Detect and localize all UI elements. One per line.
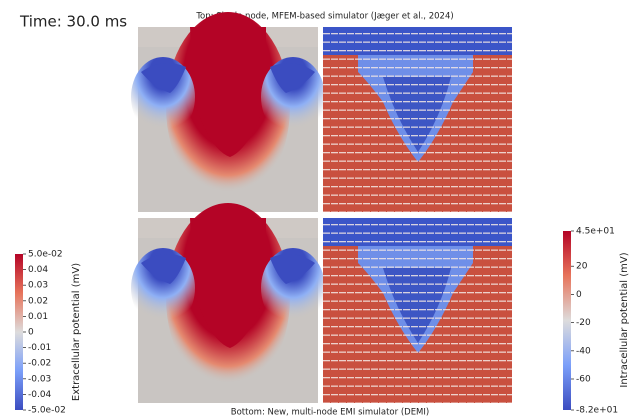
tick-label: 0: [576, 290, 582, 300]
tick-label: -0.02: [28, 359, 51, 369]
time-label: Time: 30.0 ms: [19, 13, 127, 31]
tick-label: -5.0e-02: [28, 406, 66, 416]
tick-label: -8.2e+01: [576, 406, 618, 416]
tick-label: 0.03: [28, 281, 48, 291]
tick-label: 0.02: [28, 296, 48, 306]
tick-label: 0.04: [28, 265, 48, 275]
top-right-panel: [323, 27, 512, 212]
tick-label: 0: [28, 328, 34, 338]
tick-label: 5.0e-02: [28, 250, 63, 260]
tick-label: -60: [576, 374, 591, 384]
tick-label: 4.5e+01: [576, 227, 615, 237]
tick-label: -0.01: [28, 343, 51, 353]
bottom-left-panel: [131, 203, 325, 403]
tick-label: 0.01: [28, 312, 48, 322]
colorbar-intracellular: [563, 231, 571, 410]
tick-label: 20: [576, 262, 588, 272]
top-left-panel: [131, 12, 325, 212]
colorbar-title: Extracellular potential (mV): [71, 263, 82, 401]
bottom-caption: Bottom: New, multi-node EMI simulator (D…: [231, 408, 429, 418]
bottom-right-panel: [323, 218, 512, 403]
tick-label: -0.04: [28, 390, 52, 400]
colorbar-title: Intracellular potential (mV): [619, 252, 630, 387]
figure: Time: 30.0 ms Top: Single node, MFEM-bas…: [0, 0, 638, 419]
colorbar-extracellular: [15, 254, 23, 410]
tick-label: -20: [576, 318, 591, 328]
tick-label: -40: [576, 346, 591, 356]
tick-label: -0.03: [28, 374, 51, 384]
